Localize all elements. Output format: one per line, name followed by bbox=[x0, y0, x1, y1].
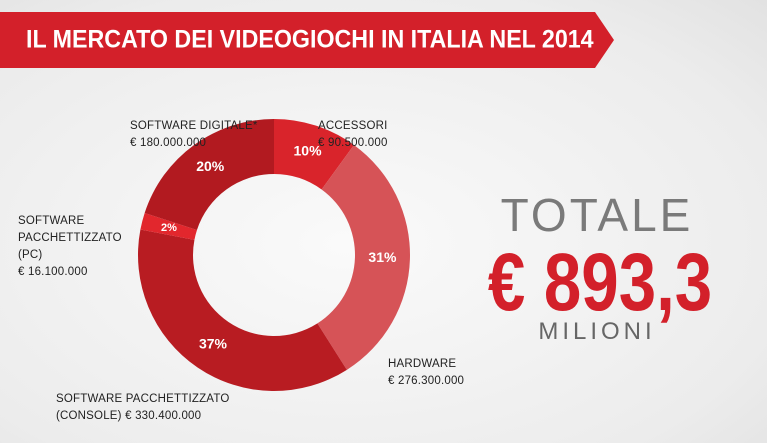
donut: 10% 31% 37% 2% 20% bbox=[138, 119, 410, 391]
label-console: SOFTWARE PACCHETTIZZATO (CONSOLE) € 330.… bbox=[56, 391, 246, 425]
chart-title: IL MERCATO DEI VIDEOGIOCHI IN ITALIA NEL… bbox=[26, 26, 594, 54]
category-label: SOFTWARE DIGITALE* bbox=[130, 120, 258, 132]
label-accessori: ACCESSORI € 90.500.000 bbox=[318, 118, 388, 152]
value-label: 2% bbox=[161, 222, 177, 234]
donut-slice bbox=[144, 119, 274, 230]
amount-label: € 276.300.000 bbox=[388, 375, 465, 387]
title-banner bbox=[0, 12, 614, 68]
category-label: SOFTWARE PACCHETTIZZATO bbox=[56, 393, 230, 405]
total-value: € 893,3 bbox=[487, 237, 713, 328]
donut-slice bbox=[138, 229, 347, 391]
total-title: TOTALE bbox=[500, 189, 694, 241]
total-unit: MILIONI bbox=[538, 318, 656, 345]
donut-slice bbox=[140, 212, 197, 240]
label-pc: SOFTWARE PACCHETTIZZATO (PC) € 16.100.000 bbox=[18, 213, 138, 281]
label-hardware: HARDWARE € 276.300.000 bbox=[388, 356, 464, 390]
value-label: 37% bbox=[199, 335, 228, 351]
category-label: SOFTWARE PACCHETTIZZATO (PC) bbox=[18, 215, 122, 261]
category-label: ACCESSORI bbox=[318, 120, 388, 132]
amount-label: € 16.100.000 bbox=[18, 266, 88, 278]
amount-label: (CONSOLE) € 330.400.000 bbox=[56, 410, 202, 422]
value-label: 10% bbox=[294, 143, 323, 159]
label-digitale: SOFTWARE DIGITALE* € 180.000.000 bbox=[130, 118, 258, 152]
amount-label: € 180.000.000 bbox=[130, 137, 207, 149]
value-label: 31% bbox=[368, 249, 397, 265]
amount-label: € 90.500.000 bbox=[318, 137, 388, 149]
donut-slice bbox=[317, 144, 410, 370]
category-label: HARDWARE bbox=[388, 358, 457, 370]
value-label: 20% bbox=[196, 158, 225, 174]
donut-slice bbox=[274, 119, 354, 190]
